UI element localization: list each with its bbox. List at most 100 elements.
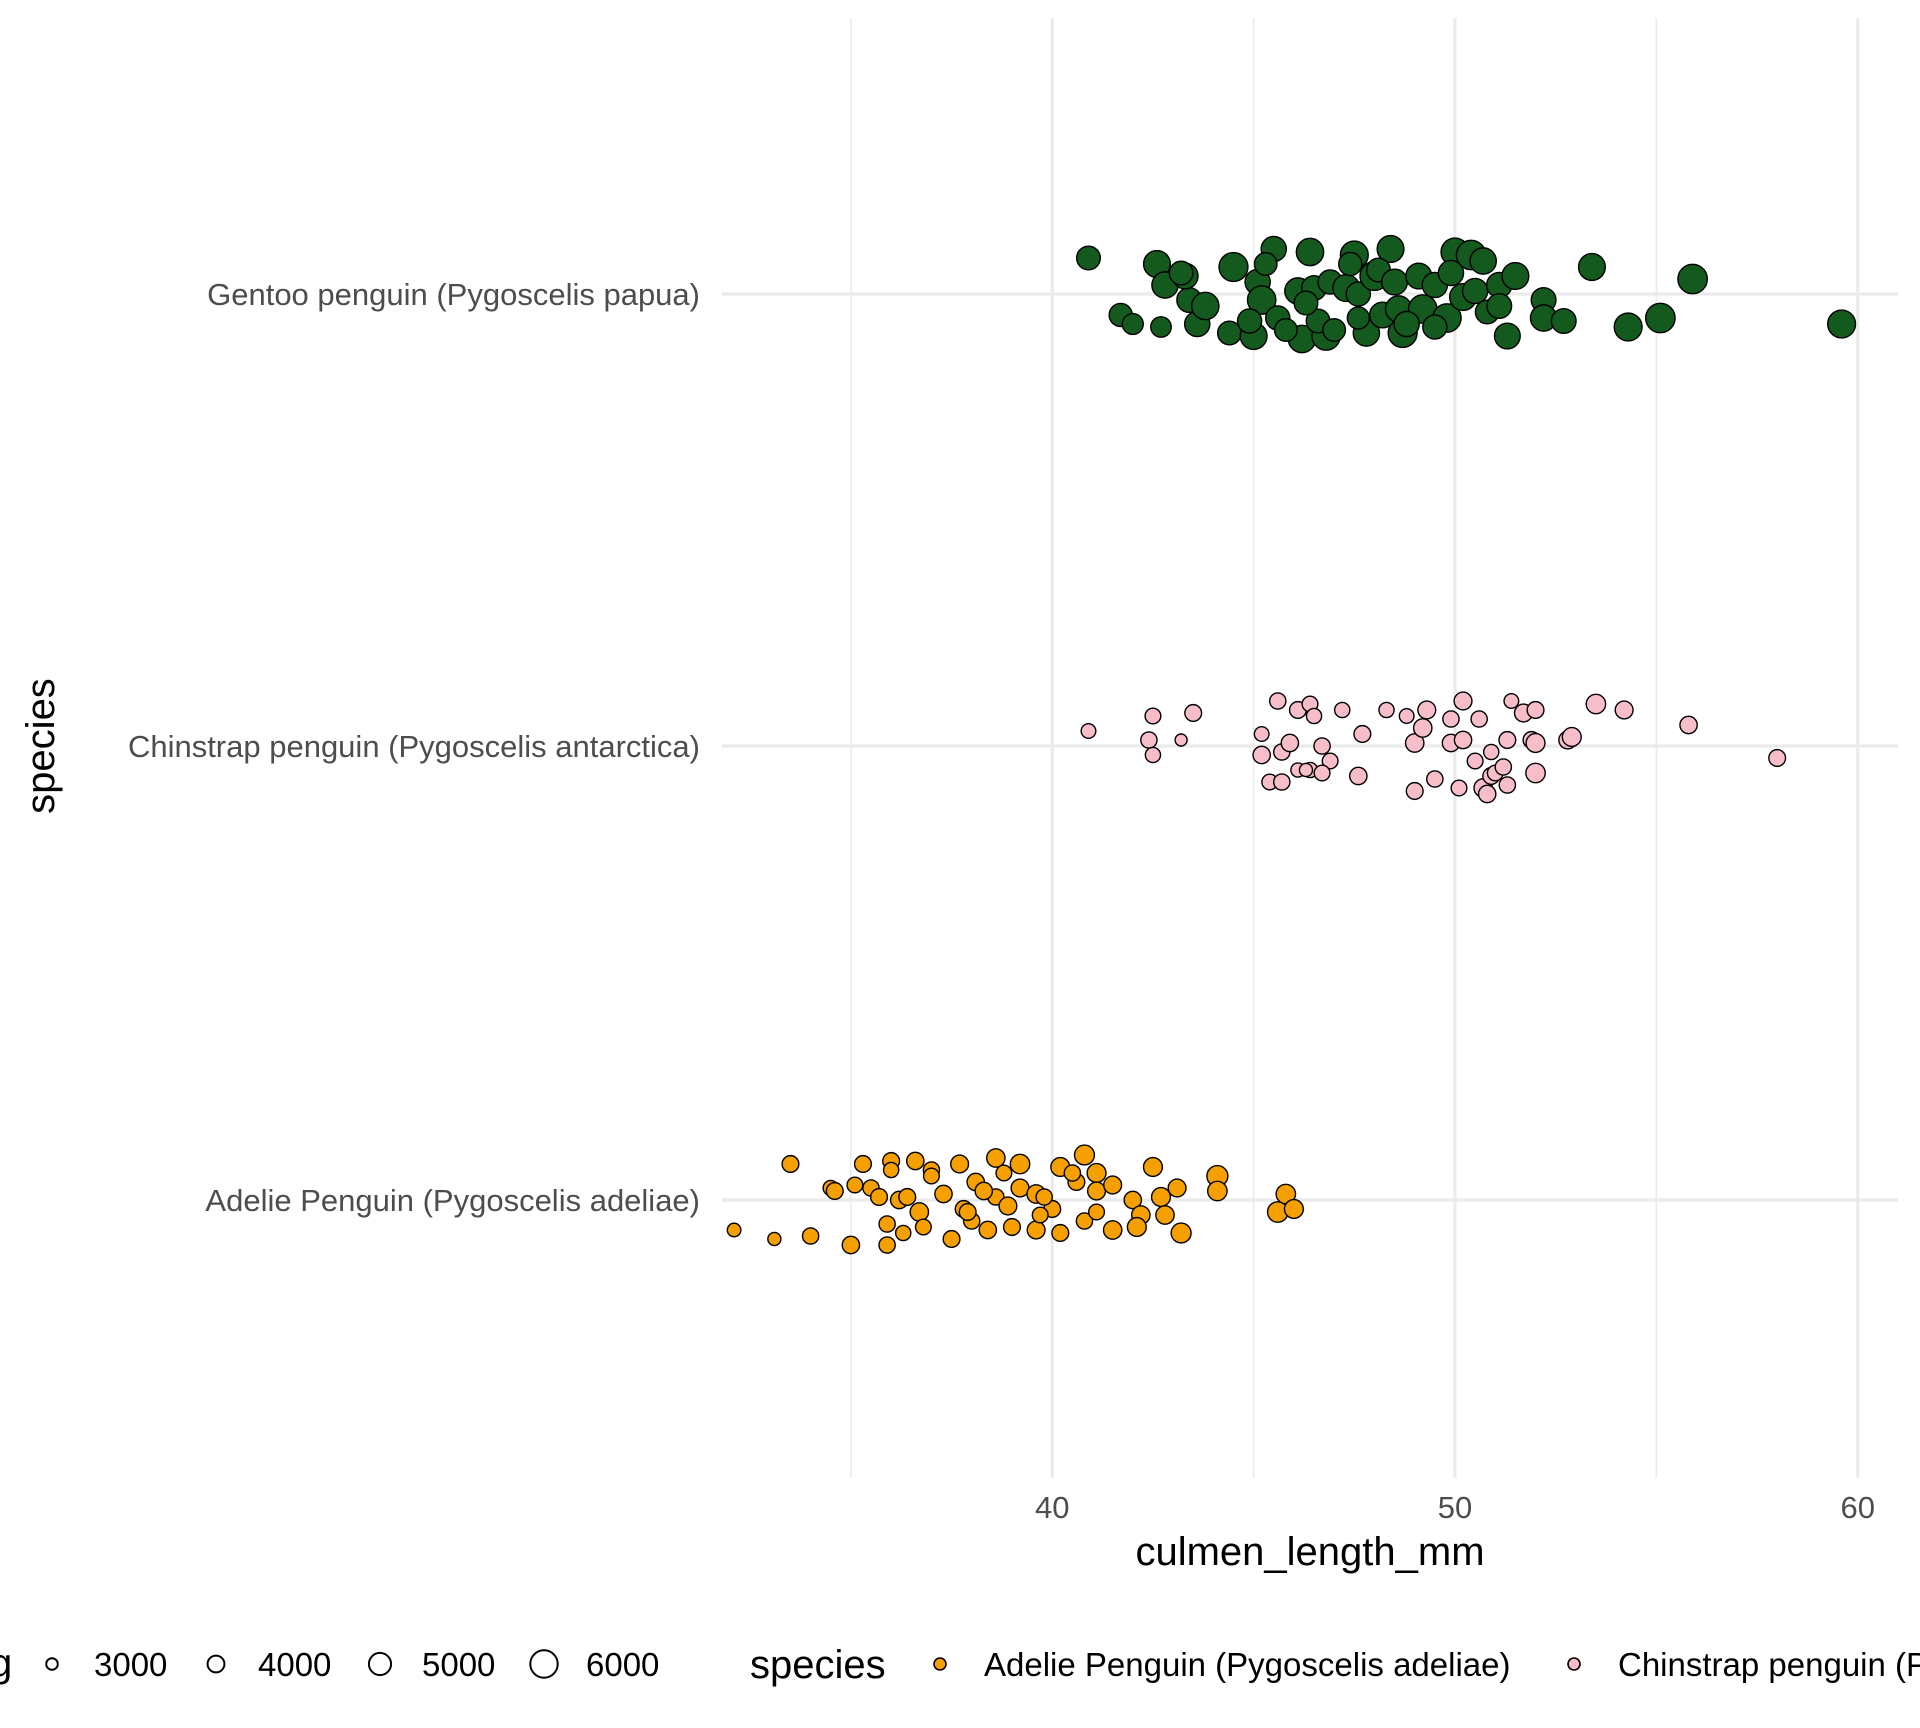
data-point — [1498, 730, 1517, 750]
data-point — [1577, 252, 1607, 282]
data-point — [781, 1154, 800, 1174]
data-point — [1298, 762, 1314, 778]
data-point — [1346, 306, 1371, 330]
data-point — [1206, 1180, 1228, 1202]
y-axis-title: species — [19, 678, 63, 814]
data-point — [1477, 784, 1497, 804]
data-point — [1305, 707, 1323, 725]
data-point — [1073, 1144, 1096, 1166]
data-point — [1333, 701, 1351, 719]
data-point — [1525, 732, 1546, 754]
data-point — [1498, 776, 1517, 794]
x-axis-title: culmen_length_mm — [1135, 1530, 1484, 1574]
data-point — [1002, 1217, 1022, 1237]
data-point — [1088, 1203, 1106, 1221]
data-point — [1031, 1206, 1049, 1224]
data-point — [1345, 281, 1372, 307]
data-point — [1142, 1156, 1164, 1178]
data-point — [1010, 1178, 1030, 1198]
data-point — [974, 1181, 994, 1201]
data-point — [1218, 251, 1249, 283]
data-point — [909, 1202, 930, 1222]
data-point — [958, 1202, 977, 1222]
series-adelie — [726, 1144, 1305, 1255]
data-point — [950, 1154, 970, 1174]
data-point — [1144, 746, 1162, 764]
data-point — [1063, 1164, 1082, 1182]
data-point — [1437, 259, 1465, 287]
data-point — [1417, 700, 1437, 720]
data-point — [1404, 733, 1425, 753]
data-point — [1150, 316, 1172, 338]
data-point — [1080, 722, 1097, 740]
data-point — [1273, 318, 1298, 342]
data-point — [1140, 731, 1158, 749]
series-gentoo — [1075, 234, 1857, 354]
data-point — [1450, 779, 1468, 797]
data-point — [1026, 1220, 1046, 1240]
y-tick-label: Adelie Penguin (Pygoscelis adeliae) — [205, 1183, 700, 1218]
data-point — [869, 1187, 889, 1207]
data-point — [1167, 1178, 1187, 1198]
data-point — [1494, 758, 1513, 776]
data-point — [1150, 1186, 1172, 1208]
data-point — [1503, 692, 1520, 710]
data-point — [726, 1222, 742, 1238]
legend-size-key — [529, 1649, 559, 1679]
data-point — [1246, 285, 1277, 315]
data-point — [801, 1227, 820, 1245]
data-point — [1086, 1162, 1107, 1184]
data-point — [1144, 707, 1162, 725]
legend-size-key — [367, 1651, 393, 1677]
legend-color-key — [933, 1657, 947, 1671]
data-point — [1493, 322, 1521, 350]
data-point — [1184, 703, 1203, 723]
x-axis-ticks: 40 50 60 — [1035, 1490, 1875, 1525]
data-point — [1677, 263, 1709, 295]
data-point — [1376, 234, 1405, 264]
legend-size-label: 4000 — [258, 1646, 331, 1683]
data-point — [1585, 693, 1607, 715]
data-point — [898, 1187, 917, 1207]
data-point — [1614, 700, 1634, 720]
data-point — [914, 1218, 932, 1236]
data-point — [1525, 762, 1546, 784]
data-point — [1313, 737, 1331, 755]
data-point — [1501, 261, 1530, 291]
legend-size-key — [206, 1654, 226, 1674]
legend-size-label: 6000 — [586, 1646, 659, 1683]
data-point — [894, 1224, 912, 1242]
data-point — [1338, 251, 1363, 277]
legend-size-title: g — [0, 1641, 12, 1685]
data-point — [882, 1161, 900, 1179]
data-point — [1009, 1153, 1031, 1175]
data-point — [1561, 726, 1582, 748]
data-point — [1322, 318, 1347, 342]
legend-size-items: 3000 4000 5000 6000 — [45, 1646, 659, 1683]
data-point — [1035, 1188, 1054, 1206]
grid-lines — [722, 18, 1898, 1478]
data-point — [1348, 766, 1368, 786]
data-point — [1469, 247, 1498, 275]
data-point — [1252, 745, 1272, 765]
data-point — [1426, 770, 1444, 788]
x-tick-label: 40 — [1035, 1490, 1069, 1525]
data-point — [1155, 1205, 1175, 1225]
data-point — [1422, 314, 1448, 340]
data-point — [878, 1215, 896, 1233]
data-point — [1613, 312, 1643, 342]
data-point — [1268, 692, 1287, 710]
data-point — [878, 1236, 896, 1254]
data-point — [1168, 260, 1194, 286]
data-point — [934, 1184, 953, 1204]
data-point — [1393, 310, 1420, 338]
data-point — [1453, 691, 1473, 711]
data-point — [1412, 718, 1433, 738]
y-tick-label: Gentoo penguin (Pygoscelis papua) — [207, 277, 700, 312]
data-point — [1253, 252, 1278, 276]
data-point — [1075, 1212, 1094, 1230]
data-point — [1644, 302, 1676, 334]
data-point — [841, 1235, 861, 1255]
data-point — [1405, 781, 1424, 801]
data-point — [1253, 725, 1270, 743]
